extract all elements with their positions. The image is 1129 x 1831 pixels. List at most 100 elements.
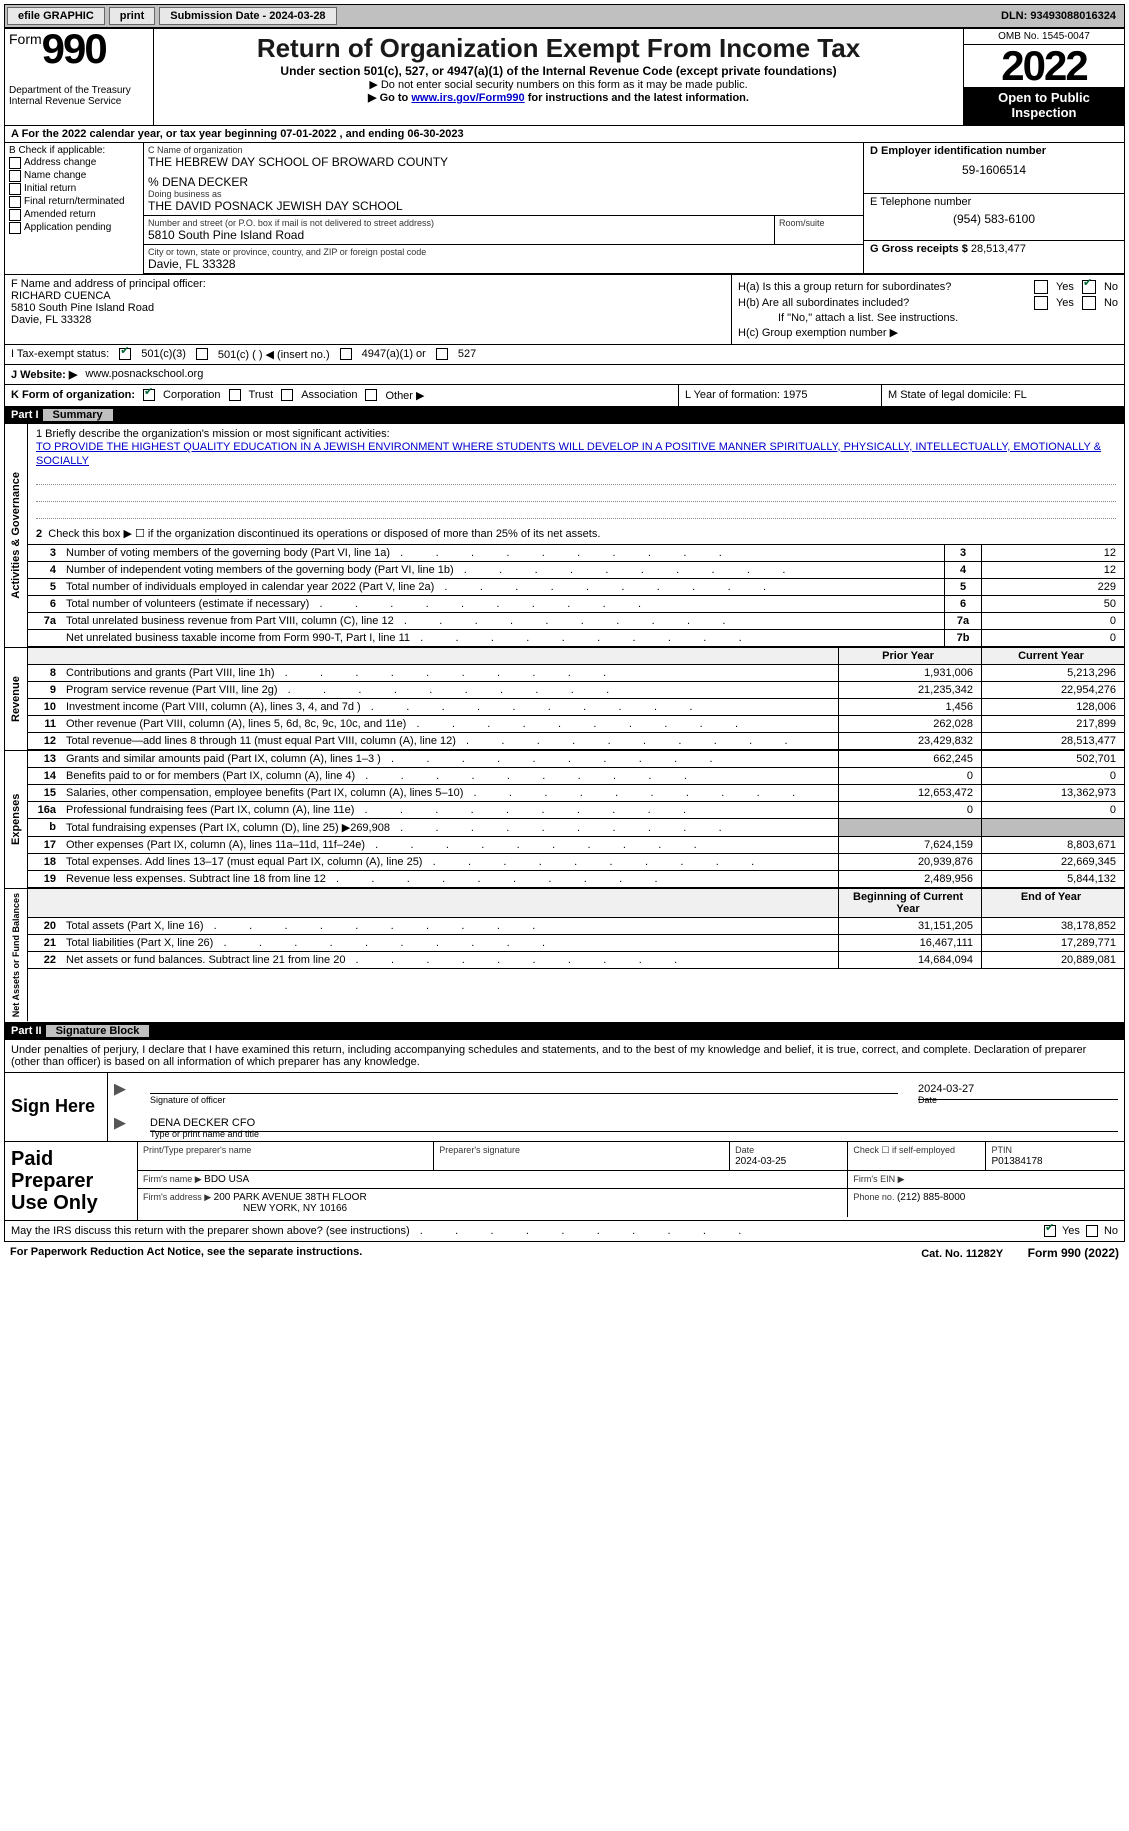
chk-corp[interactable] [143,389,155,401]
prior-amt: 662,245 [839,751,982,768]
open-to-public: Open to Public Inspection [964,87,1124,125]
checkbox-icon [9,183,21,195]
line-num: 22 [28,952,62,969]
hb-no[interactable] [1082,296,1096,310]
current-amt: 17,289,771 [982,935,1125,952]
e-label: E Telephone number [870,196,1118,208]
line-amt: 0 [982,630,1125,647]
line-box: 3 [945,545,982,562]
current-amt: 0 [982,768,1125,785]
dept-treasury: Department of the Treasury [9,85,149,96]
ptin-label: PTIN [991,1145,1012,1155]
line-desc: Total fundraising expenses (Part IX, col… [62,819,839,837]
submission-date-box: Submission Date - 2024-03-28 [159,7,336,25]
line-i: I Tax-exempt status: 501(c)(3) 501(c) ( … [4,345,1125,365]
no-label: No [1104,297,1118,309]
col-cd: C Name of organization THE HEBREW DAY SC… [144,143,1124,274]
chk-address-change[interactable]: Address change [9,157,139,169]
room-label: Room/suite [779,218,859,228]
city-label: City or town, state or province, country… [148,247,859,257]
line-j: J Website: ▶ www.posnackschool.org [4,365,1125,385]
chk-assoc[interactable] [281,389,293,401]
current-amt: 38,178,852 [982,918,1125,935]
checkbox-icon [9,209,21,221]
vert-expenses: Expenses [5,751,28,888]
efile-button[interactable]: efile GRAPHIC [7,7,105,25]
line-num: 7a [28,613,62,630]
self-employed-label: Check ☐ if self-employed [853,1145,955,1155]
chk-initial-return[interactable]: Initial return [9,183,139,195]
header-left: Form990 Department of the Treasury Inter… [5,29,154,125]
ptin-value: P01384178 [991,1156,1042,1167]
hb-yes[interactable] [1034,296,1048,310]
chk-name-change[interactable]: Name change [9,170,139,182]
sig-officer-field: Signature of officer [150,1093,898,1105]
line-box: 7a [945,613,982,630]
line-desc: Total revenue—add lines 8 through 11 (mu… [62,733,839,750]
line-num: 8 [28,665,62,682]
line-desc: Total number of individuals employed in … [62,579,945,596]
prior-amt: 21,235,342 [839,682,982,699]
chk-4947[interactable] [340,348,352,360]
chk-label: Amended return [24,209,96,220]
top-toolbar: efile GRAPHIC print Submission Date - 20… [4,4,1125,28]
principal-row: F Name and address of principal officer:… [4,275,1125,345]
prior-amt: 0 [839,802,982,819]
current-amt: 28,513,477 [982,733,1125,750]
arrow-icon [114,1084,126,1096]
paid-preparer-block: Paid Preparer Use Only Print/Type prepar… [4,1142,1125,1221]
line-num: 16a [28,802,62,819]
sig-date-field: 2024-03-27 Date [918,1099,1118,1105]
chk-label: Name change [24,170,86,181]
chk-501c3[interactable] [119,348,131,360]
gross-receipts: 28,513,477 [971,243,1026,255]
chk-label: Final return/terminated [24,196,125,207]
col-b-label: B Check if applicable: [9,145,139,156]
firm-phone: (212) 885-8000 [897,1192,965,1203]
line-num: 9 [28,682,62,699]
tax-year: 2022 [964,45,1124,87]
chk-other[interactable] [365,389,377,401]
opt-assoc: Association [301,389,357,401]
part-i-revenue: Revenue Prior YearCurrent Year8 Contribu… [4,648,1125,751]
chk-amended[interactable]: Amended return [9,209,139,221]
chk-pending[interactable]: Application pending [9,222,139,234]
print-button[interactable]: print [109,7,155,25]
irs-link[interactable]: www.irs.gov/Form990 [411,92,524,104]
may-irs-yes[interactable] [1044,1225,1056,1237]
submission-label: Submission Date - [170,10,269,22]
ha-no[interactable] [1082,280,1096,294]
mission-block: 1 Briefly describe the organization's mi… [28,424,1124,546]
ha-yes[interactable] [1034,280,1048,294]
street-label: Number and street (or P.O. box if mail i… [148,218,770,228]
vert-netassets: Net Assets or Fund Balances [5,889,28,1021]
part-title: Signature Block [46,1025,150,1037]
chk-527[interactable] [436,348,448,360]
hb-label: H(b) Are all subordinates included? [738,297,909,309]
line-desc: Program service revenue (Part VIII, line… [62,682,839,699]
current-amt: 502,701 [982,751,1125,768]
checkbox-icon [9,222,21,234]
form-note1: ▶ Do not enter social security numbers o… [158,78,959,91]
dba-label: Doing business as [148,189,859,199]
no-label: No [1104,1225,1118,1237]
chk-final-return[interactable]: Final return/terminated [9,196,139,208]
g-label: G Gross receipts $ [870,243,971,255]
declaration-text: Under penalties of perjury, I declare th… [4,1040,1125,1073]
form-note2: ▶ Go to www.irs.gov/Form990 for instruct… [158,91,959,104]
line-2-label: Check this box ▶ ☐ if the organization d… [48,528,600,540]
website-url: www.posnackschool.org [85,368,203,380]
may-irs-no[interactable] [1086,1225,1098,1237]
line-num: 4 [28,562,62,579]
dotted-line [36,487,1116,502]
firm-addr2: NEW YORK, NY 10166 [243,1203,347,1214]
prior-amt: 16,467,111 [839,935,982,952]
line-amt: 12 [982,545,1125,562]
firm-ein-label: Firm's EIN ▶ [853,1174,904,1184]
chk-trust[interactable] [229,389,241,401]
line-box: 6 [945,596,982,613]
opt-other: Other ▶ [385,389,424,402]
chk-501c[interactable] [196,348,208,360]
line-desc: Other expenses (Part IX, column (A), lin… [62,837,839,854]
dotted-line [36,470,1116,485]
